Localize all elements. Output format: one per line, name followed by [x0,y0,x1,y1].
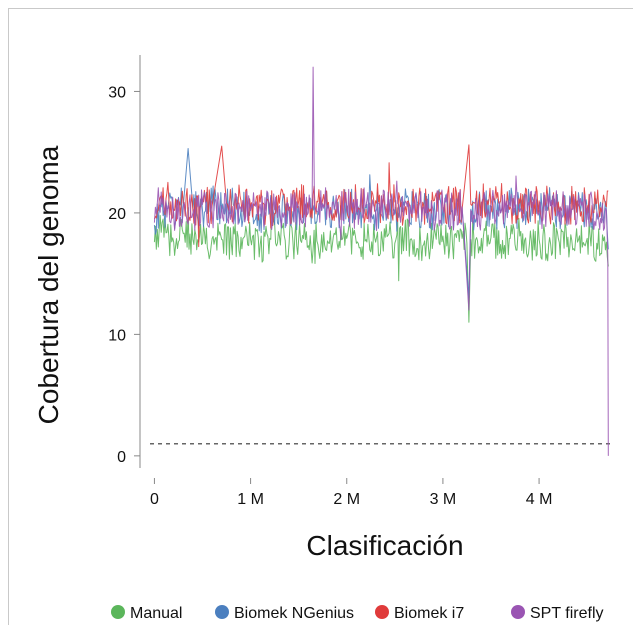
y-tick-label: 10 [108,327,126,344]
y-tick-group: 0 10 20 30 [108,84,140,466]
legend-label: SPT firefly [530,605,604,622]
y-tick-label: 20 [108,206,126,223]
series-group [153,66,609,456]
legend-marker [215,605,229,619]
legend-label: Biomek i7 [394,605,464,622]
x-tick-label: 2 M [333,491,360,508]
series-line [153,148,609,299]
chart-frame [8,8,633,625]
x-tick-label: 1 M [237,491,264,508]
series-line [153,66,609,456]
legend: Manual Biomek NGenius Biomek i7 SPT firefly [111,605,604,622]
legend-marker [111,605,125,619]
x-tick-label: 0 [150,491,159,508]
legend-marker [511,605,525,619]
y-tick-label: 30 [108,84,126,101]
legend-label: Manual [130,605,182,622]
x-tick-label: 3 M [430,491,457,508]
y-axis-title: Cobertura del genoma [33,145,64,424]
x-tick-label: 4 M [526,491,553,508]
series-line [153,197,609,323]
x-axis-title: Clasificación [306,530,463,561]
legend-marker [375,605,389,619]
x-tick-group: 0 1 M 2 M 3 M 4 M [150,478,552,508]
y-tick-label: 0 [117,449,126,466]
legend-label: Biomek NGenius [234,605,354,622]
